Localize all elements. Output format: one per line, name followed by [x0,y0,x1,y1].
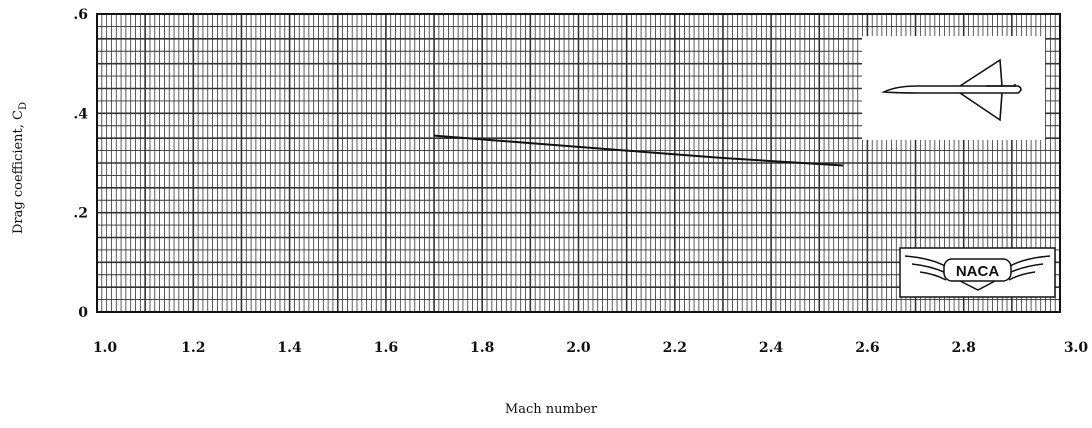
y-tick-label: .6 [73,7,88,23]
y-tick-label: .4 [73,106,88,122]
x-tick-label: 1.4 [277,340,302,356]
naca-wings-icon [904,255,1051,291]
x-tick-label: 2.8 [952,340,976,356]
y-axis-title: Drag coefficient, CD [11,102,29,234]
y-axis-title-subscript: D [18,102,29,110]
x-tick-label: 1.0 [93,340,118,356]
x-tick-label: 2.2 [663,340,687,356]
plot-frame [96,13,1061,313]
x-tick-label: 1.8 [470,340,494,356]
aircraft-inset [862,36,1045,140]
y-tick-label: .2 [73,206,88,222]
x-tick-label: 3.0 [1064,340,1089,356]
x-tick-label: 2.4 [759,340,784,356]
y-tick-labels: 0 .2 .4 .6 [73,7,88,321]
x-tick-label: 1.6 [374,340,398,356]
x-tick-label: 1.2 [181,340,205,356]
series-group [433,134,844,167]
aircraft-inset-box [862,36,1045,140]
y-tick-label: 0 [78,305,88,321]
naca-logo-text: NACA [956,263,999,280]
series-line [433,134,844,167]
aircraft-icon [881,58,1022,122]
x-tick-label: 2.0 [566,340,591,356]
y-axis-title-main: Drag coefficient, C [11,110,26,234]
x-axis-title: Mach number [505,402,598,417]
naca-logo: NACA [899,247,1056,298]
x-tick-label: 2.6 [855,340,879,356]
y-axis-title-group: Drag coefficient, CD [11,102,29,234]
x-tick-labels: 1.0 1.2 1.4 1.6 1.8 2.0 2.2 2.4 2.6 2.8 3.0 [93,340,1089,356]
